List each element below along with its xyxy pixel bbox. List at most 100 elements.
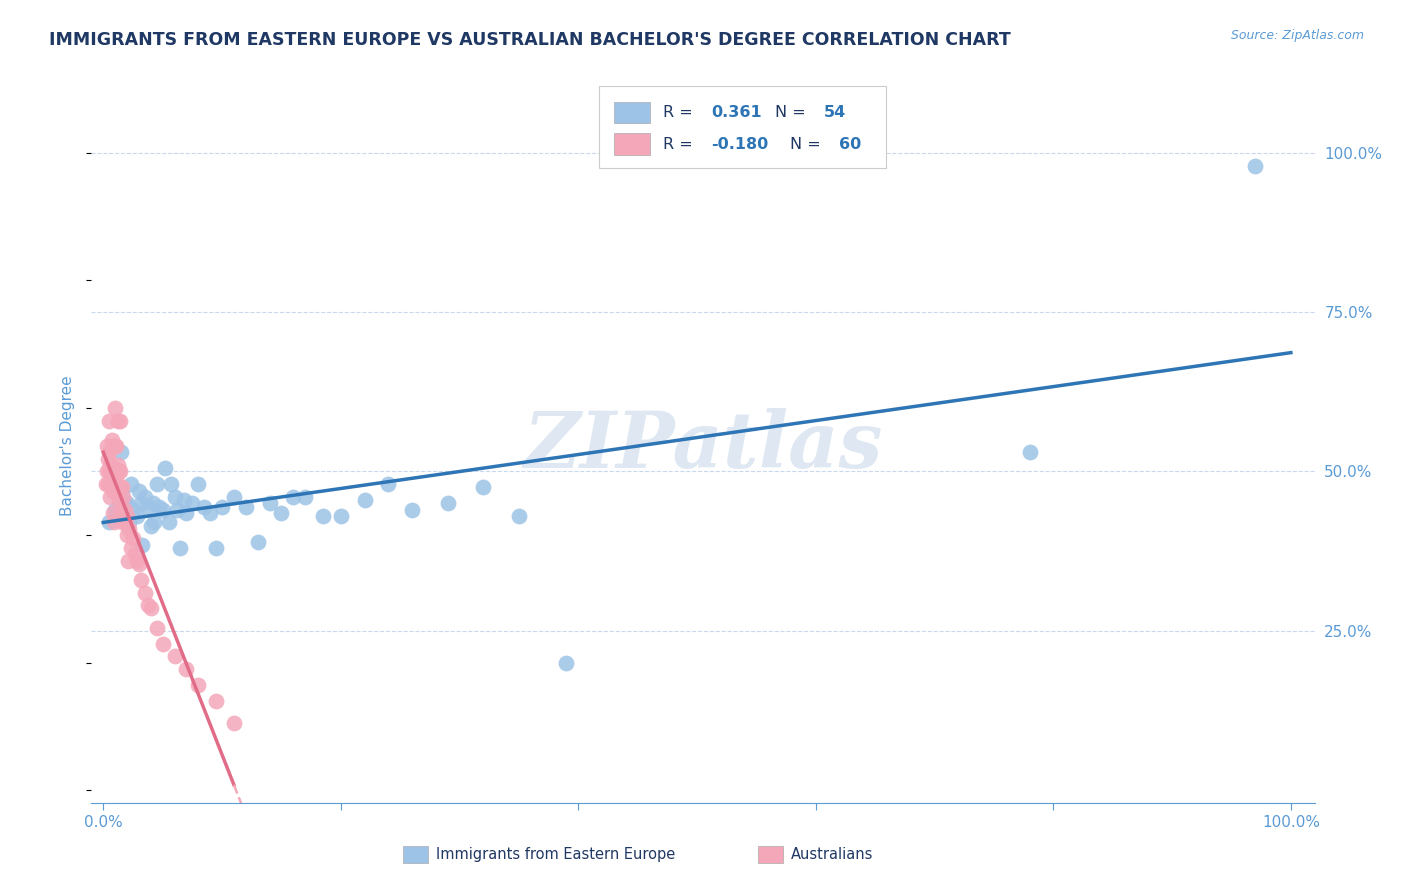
Text: R =: R =: [662, 105, 697, 120]
Point: [205, 541, 228, 555]
Point: [98, 445, 121, 459]
Point: [1244, 159, 1267, 173]
Point: [193, 500, 215, 514]
Point: [111, 483, 134, 498]
Point: [107, 465, 129, 479]
Point: [104, 461, 127, 475]
Point: [107, 413, 129, 427]
Point: [153, 461, 176, 475]
Point: [152, 502, 174, 516]
Point: [107, 458, 129, 472]
Point: [125, 554, 148, 568]
Point: [103, 516, 125, 530]
Point: [101, 465, 124, 479]
Point: [152, 636, 174, 650]
Point: [103, 439, 125, 453]
Text: Source: ZipAtlas.com: Source: ZipAtlas.com: [1230, 29, 1364, 42]
Point: [555, 656, 578, 670]
Point: [270, 506, 292, 520]
Point: [100, 490, 122, 504]
Point: [100, 458, 122, 472]
Point: [97, 477, 120, 491]
Text: Australians: Australians: [792, 847, 873, 862]
Point: [96, 465, 118, 479]
Point: [176, 662, 198, 676]
Point: [145, 477, 167, 491]
FancyBboxPatch shape: [613, 134, 651, 155]
Point: [205, 694, 228, 708]
Point: [129, 573, 152, 587]
Point: [124, 547, 146, 561]
Point: [176, 506, 198, 520]
Point: [353, 493, 375, 508]
FancyBboxPatch shape: [758, 846, 783, 863]
Point: [118, 516, 141, 530]
Point: [104, 401, 127, 415]
Point: [111, 516, 134, 530]
Text: Immigrants from Eastern Europe: Immigrants from Eastern Europe: [436, 847, 676, 862]
Point: [472, 480, 495, 494]
Point: [120, 541, 142, 555]
Point: [97, 451, 120, 466]
Point: [139, 518, 162, 533]
Point: [100, 477, 122, 491]
Point: [115, 496, 138, 510]
Text: N =: N =: [775, 105, 811, 120]
Point: [110, 480, 132, 494]
Point: [235, 500, 257, 514]
Point: [187, 678, 209, 692]
Point: [222, 716, 245, 731]
Point: [105, 471, 128, 485]
Point: [222, 490, 245, 504]
Point: [108, 465, 131, 479]
Point: [436, 496, 458, 510]
Point: [98, 465, 121, 479]
Point: [129, 496, 152, 510]
Point: [138, 500, 160, 514]
Point: [104, 502, 127, 516]
FancyBboxPatch shape: [599, 86, 886, 168]
Text: N =: N =: [790, 136, 825, 152]
Point: [145, 621, 167, 635]
Point: [115, 509, 138, 524]
Point: [122, 502, 145, 516]
Point: [131, 538, 153, 552]
Point: [98, 516, 121, 530]
Point: [157, 516, 180, 530]
Point: [173, 493, 195, 508]
Point: [1018, 445, 1040, 459]
Point: [160, 477, 183, 491]
Point: [134, 585, 156, 599]
Point: [187, 477, 209, 491]
Point: [211, 500, 233, 514]
Point: [114, 502, 136, 516]
Point: [105, 439, 128, 453]
Y-axis label: Bachelor's Degree: Bachelor's Degree: [60, 376, 76, 516]
Point: [508, 509, 530, 524]
Point: [114, 516, 136, 530]
Point: [138, 599, 160, 613]
Point: [107, 465, 129, 479]
Point: [104, 439, 127, 453]
Point: [329, 509, 352, 524]
Point: [134, 490, 156, 504]
Point: [94, 477, 117, 491]
Point: [120, 477, 142, 491]
Point: [163, 490, 186, 504]
Text: IMMIGRANTS FROM EASTERN EUROPE VS AUSTRALIAN BACHELOR'S DEGREE CORRELATION CHART: IMMIGRANTS FROM EASTERN EUROPE VS AUSTRA…: [49, 31, 1011, 49]
Point: [128, 483, 150, 498]
Point: [108, 413, 131, 427]
Point: [114, 496, 136, 510]
Point: [110, 502, 132, 516]
Point: [169, 541, 191, 555]
Text: 0.361: 0.361: [711, 105, 762, 120]
Point: [96, 439, 118, 453]
Text: -0.180: -0.180: [711, 136, 769, 152]
Point: [181, 496, 204, 510]
FancyBboxPatch shape: [404, 846, 427, 863]
Point: [101, 506, 124, 520]
Point: [117, 554, 139, 568]
Point: [107, 493, 129, 508]
Point: [148, 500, 170, 514]
Text: ZIPatlas: ZIPatlas: [523, 408, 883, 484]
